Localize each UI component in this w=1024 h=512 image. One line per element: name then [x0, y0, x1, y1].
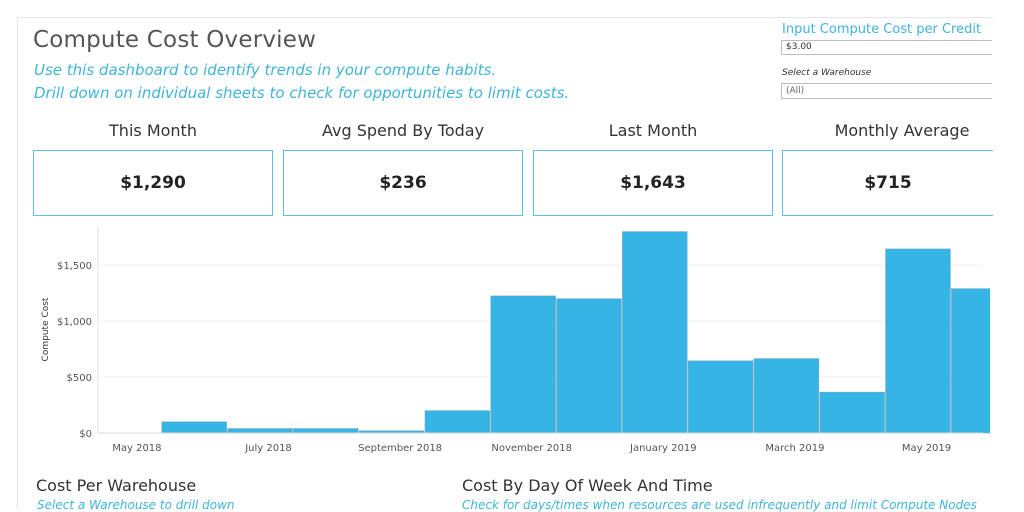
chart-bar: [293, 428, 359, 434]
x-tick-label: March 2019: [765, 443, 824, 454]
cost-by-day-of-week-subtitle: Check for days/times when resources are …: [462, 498, 977, 512]
cost-per-warehouse-subtitle: Select a Warehouse to drill down: [37, 498, 235, 512]
warehouse-filter-select[interactable]: (All): [781, 83, 992, 99]
x-tick-label: September 2018: [358, 443, 442, 454]
x-tick-label: July 2018: [244, 443, 292, 454]
dashboard-subtitle-line-2: Drill down on individual sheets to check…: [34, 84, 570, 102]
kpi-last-month-card[interactable]: $1,643: [533, 150, 773, 216]
dashboard-top-border: [17, 17, 993, 18]
chart-bar: [556, 298, 622, 434]
y-tick-label: $1,500: [57, 261, 92, 272]
warehouse-filter-label: Select a Warehouse: [782, 68, 872, 78]
monthly-compute-cost-chart[interactable]: $0 $500 $1,000 $1,500 Compute Cost May 2018 Ju…: [30, 226, 990, 461]
y-tick-label: $0: [79, 429, 92, 440]
kpi-monthly-average-label: Monthly Average: [834, 121, 970, 140]
dashboard-subtitle-line-1: Use this dashboard to identify trends in…: [34, 61, 497, 79]
chart-bar: [885, 248, 951, 434]
x-tick-label: November 2018: [491, 443, 572, 454]
kpi-last-month-label: Last Month: [608, 121, 698, 140]
y-tick-label: $1,000: [57, 317, 92, 328]
chart-bar: [951, 288, 990, 434]
chart-bar: [753, 358, 820, 434]
cost-per-warehouse-title: Cost Per Warehouse: [36, 476, 197, 495]
x-tick-label: January 2019: [629, 443, 697, 454]
cost-by-day-of-week-title: Cost By Day Of Week And Time: [462, 476, 713, 495]
dashboard-title: Compute Cost Overview: [33, 27, 317, 53]
kpi-this-month-label: This Month: [109, 121, 197, 140]
chart-bar: [819, 391, 885, 434]
chart-bar: [161, 421, 227, 434]
kpi-monthly-average-card[interactable]: $715: [782, 150, 993, 216]
kpi-this-month-value: $1,290: [120, 173, 186, 193]
x-tick-label: May 2018: [112, 443, 161, 454]
y-tick-label: $500: [67, 373, 92, 384]
chart-bar: [622, 231, 688, 434]
kpi-avg-spend-value: $236: [379, 173, 427, 193]
kpi-this-month-card[interactable]: $1,290: [33, 150, 273, 216]
kpi-avg-spend-label: Avg Spend By Today: [321, 121, 485, 140]
dashboard-left-border: [17, 17, 18, 509]
kpi-last-month-value: $1,643: [620, 173, 686, 193]
cost-per-credit-label: Input Compute Cost per Credit: [782, 22, 982, 37]
chart-bar: [490, 295, 556, 434]
y-axis-title: Compute Cost: [41, 297, 51, 361]
x-tick-label: May 2019: [902, 443, 951, 454]
chart-bar: [424, 410, 491, 434]
cost-per-credit-input[interactable]: $3.00: [781, 40, 992, 55]
chart-bar: [227, 428, 293, 434]
chart-bar: [687, 360, 754, 434]
kpi-monthly-average-value: $715: [864, 173, 912, 193]
kpi-avg-spend-card[interactable]: $236: [283, 150, 523, 216]
